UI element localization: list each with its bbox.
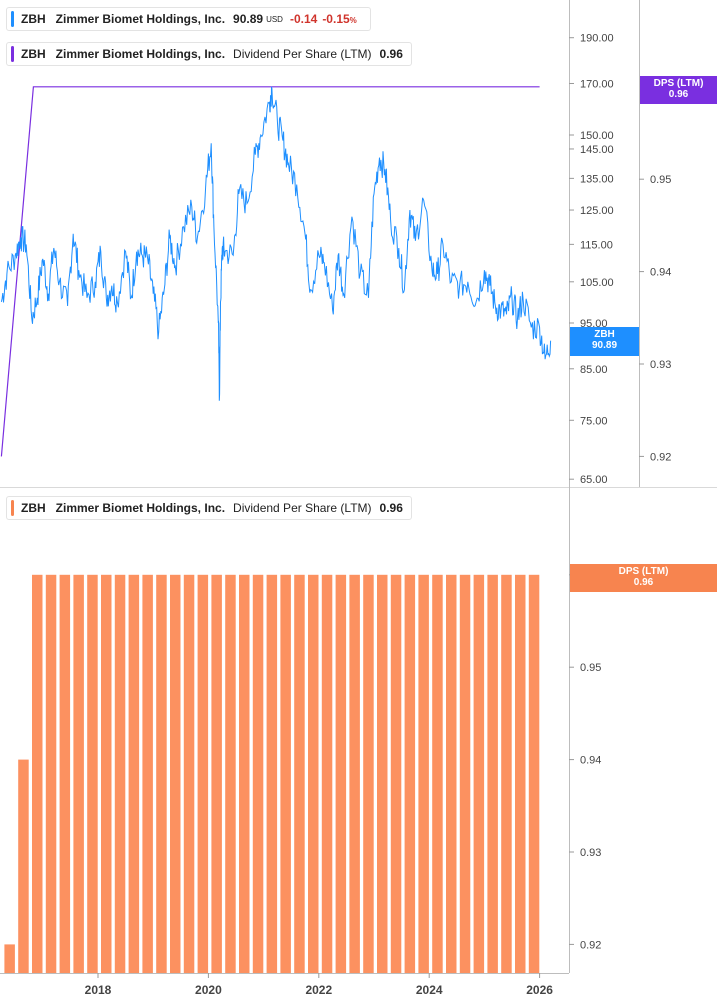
legend-symbol: ZBH [21,501,46,515]
price-tick-label: 65.00 [580,474,608,486]
dps-bar [446,574,457,973]
dps-bar [4,944,15,973]
legend-company-name: Zimmer Biomet Holdings, Inc. [55,47,226,61]
dps-bar [128,574,140,973]
dps-tick-label: 0.94 [650,267,671,279]
dps-bar [294,574,305,973]
bar-y-axis: 0.920.930.940.950.96 [569,570,601,951]
price-tick-label: 190.00 [580,33,614,45]
price-tick-label: 85.00 [580,364,608,376]
dps-bar [515,574,526,973]
dps-bar [377,574,388,973]
dps-bar [156,574,167,973]
dps-bar [501,574,512,973]
dps-line-swatch [11,46,14,62]
dps-bar [197,574,209,973]
price-line [0,86,552,401]
price-tick-label: 135.00 [580,173,614,185]
price-swatch [11,11,14,27]
dps-bar [32,574,43,973]
dps-tick-label: 0.97 [650,0,671,1]
price-tick-label: 115.00 [580,239,613,251]
legend-dps-bottom[interactable]: ZBH Zimmer Biomet Holdings, Inc. Dividen… [6,496,412,520]
dps-tick-label: 0.93 [650,359,671,371]
price-tick-label: 150.00 [580,130,614,142]
dps-bar [211,574,222,973]
price-last-value-tag: ZBH 90.89 [570,327,639,356]
legend-company-name: Zimmer Biomet Holdings, Inc. [55,12,226,26]
dps-bar [59,574,71,973]
price-tick-label: 75.00 [580,415,608,427]
bar-tick-label: 0.93 [580,847,601,859]
dps-bar [404,574,416,973]
dps-tick-label: 0.95 [650,174,671,186]
dps-tick-label: 0.92 [650,451,671,463]
dps-bar [18,759,29,973]
dps-bar [225,574,236,973]
legend-company-name: Zimmer Biomet Holdings, Inc. [55,501,226,515]
dps-bar [308,574,319,973]
x-tick-label: 2022 [305,983,332,997]
legend-metric-value: 0.96 [379,47,403,61]
bar-tick-label: 0.94 [580,755,601,767]
legend-change: -0.14 [289,12,318,26]
dps-bar [142,574,153,973]
legend-symbol: ZBH [21,12,46,26]
dps-bar [239,574,250,973]
legend-metric: Dividend Per Share (LTM) [233,501,372,515]
dps-bar [335,574,347,973]
x-tick-label: 2026 [526,983,553,997]
legend-dps-top[interactable]: ZBH Zimmer Biomet Holdings, Inc. Dividen… [6,42,412,66]
price-tick-label: 105.00 [580,277,614,289]
price-tick-label: 170.00 [580,78,614,90]
dps-bar [459,574,471,973]
x-tick-label: 2020 [195,983,222,997]
dps-bar [528,574,540,973]
axes-frame [0,0,717,974]
dps-bar-swatch [11,500,14,516]
dps-bar [349,574,360,973]
dps-bar [87,574,98,973]
dps-last-value-tag: DPS (LTM) 0.96 [640,76,717,104]
price-tick-label: 125.00 [580,205,614,217]
dps-axis-top: 0.92 0.93 0.94 0.95 0.97 [639,0,671,463]
dps-bar [418,574,429,973]
dps-bar [280,574,291,973]
x-tick-label: 2018 [85,983,112,997]
dps-bar [432,574,443,973]
dps-line [0,86,540,457]
price-axis: 65.0075.0085.0095.00105.00115.00125.0013… [569,33,614,486]
legend-change-percent: -0.15% [322,12,357,26]
bar-tick-label: 0.95 [580,662,601,674]
x-axis: 2018 2020 2022 2024 2026 [85,973,553,997]
bar-tick-label: 0.92 [580,939,601,951]
dps-bar [390,574,402,973]
legend-price[interactable]: ZBH Zimmer Biomet Holdings, Inc. 90.89 U… [6,7,371,31]
dps-bar [183,574,195,973]
dps-bar [114,574,126,973]
legend-currency: USD [266,14,283,24]
dps-bar [266,574,278,973]
dps-bar [473,574,485,973]
bar-plot [4,574,540,973]
dps-bar [321,574,333,973]
dps-bar [363,574,374,973]
dps-bar [252,574,264,973]
dps-bar-last-value-tag: DPS (LTM) 0.96 [570,564,717,592]
dps-bar [170,574,181,973]
legend-price-value: 90.89 [233,12,264,26]
top-plot [0,86,552,457]
legend-symbol: ZBH [21,47,46,61]
dps-bar [73,574,84,973]
legend-metric: Dividend Per Share (LTM) [233,47,372,61]
price-tick-label: 145.00 [580,144,614,156]
x-tick-label: 2024 [416,983,443,997]
dps-bar [487,574,498,973]
legend-metric-value: 0.96 [379,501,403,515]
dps-bar [45,574,57,973]
dps-bar [101,574,112,973]
